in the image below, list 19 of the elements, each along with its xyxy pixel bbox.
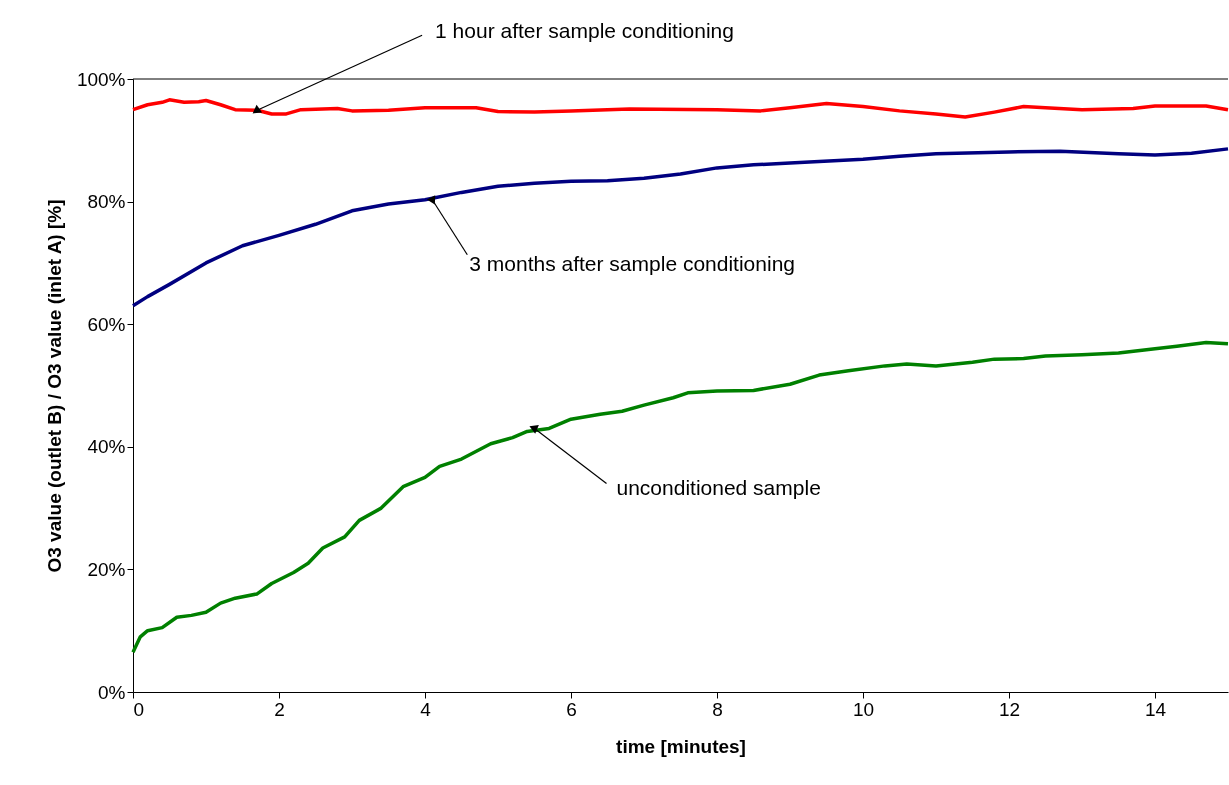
x-tick-label: 10 [852, 698, 875, 720]
y-tick-label: 60% [87, 313, 126, 335]
annotation: 1 hour after sample conditioning [435, 19, 734, 43]
y-tick-label: 0% [98, 681, 126, 703]
x-tick-label: 8 [712, 698, 723, 720]
x-tick-label: 14 [1144, 698, 1167, 720]
x-tick-label: 2 [274, 698, 285, 720]
x-tick-label: 6 [566, 698, 577, 720]
annotation: 3 months after sample conditioning [469, 251, 795, 275]
x-tick-label: 4 [420, 698, 432, 720]
x-tick-label: 0 [133, 698, 145, 720]
annotation: unconditioned sample [616, 476, 821, 500]
x-axis-title: time [minutes] [616, 735, 746, 757]
y-tick-label: 80% [87, 191, 126, 213]
y-tick-label: 20% [87, 558, 126, 580]
y-tick-label: 100% [76, 68, 126, 90]
y-tick-label: 40% [87, 436, 126, 458]
y-axis-title: O3 value (outlet B) / O3 value (inlet A) [%] [43, 199, 65, 573]
x-tick-label: 12 [998, 698, 1021, 720]
